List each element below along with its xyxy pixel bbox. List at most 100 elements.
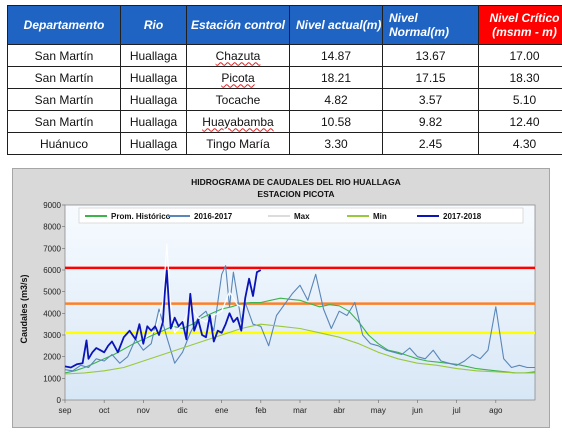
table-row: San Martín Huallaga Chazuta 14.87 13.67 17.00 bbox=[7, 44, 562, 67]
legend-label: 2017-2018 bbox=[443, 212, 482, 221]
cell-text: 3.30 bbox=[324, 136, 348, 151]
table-cell-rio: Huallaga bbox=[120, 44, 187, 67]
x-tick-label: jun bbox=[411, 406, 423, 415]
table-cell-rio: Huallaga bbox=[120, 88, 187, 111]
table-cell-rio: Huallaga bbox=[120, 66, 187, 89]
cell-text: Huallaga bbox=[129, 92, 178, 107]
cell-text: Tocache bbox=[215, 92, 261, 107]
table-cell-estacion: Picota bbox=[186, 66, 290, 89]
legend-label: Max bbox=[294, 212, 310, 221]
cell-text: Huallaga bbox=[129, 48, 178, 63]
x-tick-label: nov bbox=[137, 406, 150, 415]
table-cell-normal: 17.15 bbox=[382, 66, 479, 89]
chart-title: HIDROGRAMA DE CAUDALES DEL RIO HUALLAGA bbox=[191, 177, 401, 187]
cell-text: 13.67 bbox=[415, 48, 446, 63]
x-tick-label: sep bbox=[59, 406, 72, 415]
legend-label: Prom. Histórico bbox=[111, 212, 171, 221]
table-cell-normal: 9.82 bbox=[382, 110, 479, 133]
table-cell-departamento: San Martín bbox=[7, 88, 121, 111]
chart-subtitle: ESTACION PICOTA bbox=[257, 189, 334, 199]
hydrograph-chart: 0 1000 2000 3000 4000 5000 6000 7000 8000 9000 sep… bbox=[12, 168, 550, 428]
y-tick-label: 5000 bbox=[43, 288, 61, 297]
table-cell-departamento: San Martín bbox=[7, 110, 121, 133]
table-cell-actual: 18.21 bbox=[289, 66, 383, 89]
x-tick-label: abr bbox=[333, 406, 345, 415]
cell-text: Huánuco bbox=[39, 136, 89, 151]
x-tick-label: mar bbox=[293, 406, 307, 415]
series-line-2 bbox=[142, 243, 246, 340]
x-tick-label: jul bbox=[452, 406, 461, 415]
cell-text: San Martín bbox=[34, 48, 94, 63]
cell-text: 18.21 bbox=[320, 70, 352, 85]
cell-text: 14.87 bbox=[320, 48, 352, 63]
table-cell-normal: 3.57 bbox=[382, 88, 479, 111]
table-cell-departamento: Huánuco bbox=[7, 132, 121, 155]
cell-text: 12.40 bbox=[509, 114, 540, 129]
table-cell-actual: 4.82 bbox=[289, 88, 383, 111]
cell-text: Huallaga bbox=[129, 114, 178, 129]
x-tick-label: feb bbox=[255, 406, 267, 415]
table-row: San Martín Huallaga Tocache 4.82 3.57 5.10 bbox=[7, 88, 562, 111]
table-cell-rio: Huallaga bbox=[120, 132, 187, 155]
table-cell-rio: Huallaga bbox=[120, 110, 187, 133]
cell-text: San Martín bbox=[34, 114, 94, 129]
column-header: Nivel actual(m) bbox=[289, 5, 383, 45]
cell-text: Chazuta bbox=[215, 48, 261, 63]
table-row: San Martín Huallaga Huayabamba 10.58 9.82 12.… bbox=[7, 110, 562, 133]
cell-text: Picota bbox=[221, 70, 255, 85]
river-levels-table: Departamento Rio Estación control Nivel act… bbox=[7, 5, 562, 155]
cell-text: 2.45 bbox=[418, 136, 443, 151]
column-header: Departamento bbox=[7, 5, 121, 45]
table-cell-estacion: Chazuta bbox=[186, 44, 290, 67]
y-tick-label: 0 bbox=[57, 396, 62, 405]
cell-text: 9.82 bbox=[418, 114, 443, 129]
table-body: San Martín Huallaga Chazuta 14.87 13.67 17.00… bbox=[7, 44, 562, 155]
table-cell-estacion: Tocache bbox=[186, 88, 290, 111]
y-axis-label: Caudales (m3/s) bbox=[19, 274, 29, 343]
table-cell-actual: 14.87 bbox=[289, 44, 383, 67]
cell-text: Huayabamba bbox=[202, 114, 274, 129]
table-cell-actual: 3.30 bbox=[289, 132, 383, 155]
cell-text: 10.58 bbox=[320, 114, 352, 129]
cell-text: 18.30 bbox=[509, 70, 540, 85]
cell-text: San Martín bbox=[34, 92, 94, 107]
table-row: Huánuco Huallaga Tingo María 3.30 2.45 4.30 bbox=[7, 132, 562, 155]
table-cell-critico: 4.30 bbox=[478, 132, 562, 155]
legend-label: 2016-2017 bbox=[194, 212, 233, 221]
table-cell-critico: 17.00 bbox=[478, 44, 562, 67]
cell-text: 5.10 bbox=[512, 92, 537, 107]
series-line-4 bbox=[64, 269, 262, 369]
column-header: Nivel Normal(m) bbox=[382, 5, 479, 45]
y-tick-label: 8000 bbox=[43, 223, 61, 232]
table-cell-departamento: San Martín bbox=[7, 44, 121, 67]
table-cell-actual: 10.58 bbox=[289, 110, 383, 133]
table-cell-estacion: Huayabamba bbox=[186, 110, 290, 133]
cell-text: Tingo María bbox=[206, 136, 270, 151]
legend-box bbox=[78, 207, 524, 224]
table-cell-estacion: Tingo María bbox=[186, 132, 290, 155]
y-tick-label: 4000 bbox=[43, 309, 61, 318]
table-row: San Martín Huallaga Picota 18.21 17.15 18.30 bbox=[7, 66, 562, 89]
cell-text: 4.82 bbox=[324, 92, 348, 107]
x-tick-label: dic bbox=[177, 406, 187, 415]
y-tick-label: 3000 bbox=[43, 331, 61, 340]
cell-text: 17.15 bbox=[415, 70, 446, 85]
legend-label: Min bbox=[373, 212, 387, 221]
column-header: Rio bbox=[120, 5, 187, 45]
x-tick-label: ene bbox=[215, 406, 229, 415]
y-tick-label: 1000 bbox=[43, 374, 61, 383]
cell-text: 3.57 bbox=[418, 92, 443, 107]
table-header-row: Departamento Rio Estación control Nivel act… bbox=[7, 5, 562, 45]
cell-text: 17.00 bbox=[509, 48, 540, 63]
y-tick-label: 2000 bbox=[43, 353, 61, 362]
chart-canvas: 0 1000 2000 3000 4000 5000 6000 7000 8000 9000 sep… bbox=[19, 177, 536, 415]
series-line-1 bbox=[64, 265, 535, 372]
cell-text: Huallaga bbox=[129, 70, 178, 85]
table-cell-departamento: San Martín bbox=[7, 66, 121, 89]
y-tick-label: 6000 bbox=[43, 266, 61, 275]
cell-text: 4.30 bbox=[512, 136, 537, 151]
table-cell-critico: 12.40 bbox=[478, 110, 562, 133]
x-tick-label: oct bbox=[99, 406, 110, 415]
column-header: Nivel Crítico (msnm - m) bbox=[478, 5, 562, 45]
table-cell-critico: 18.30 bbox=[478, 66, 562, 89]
